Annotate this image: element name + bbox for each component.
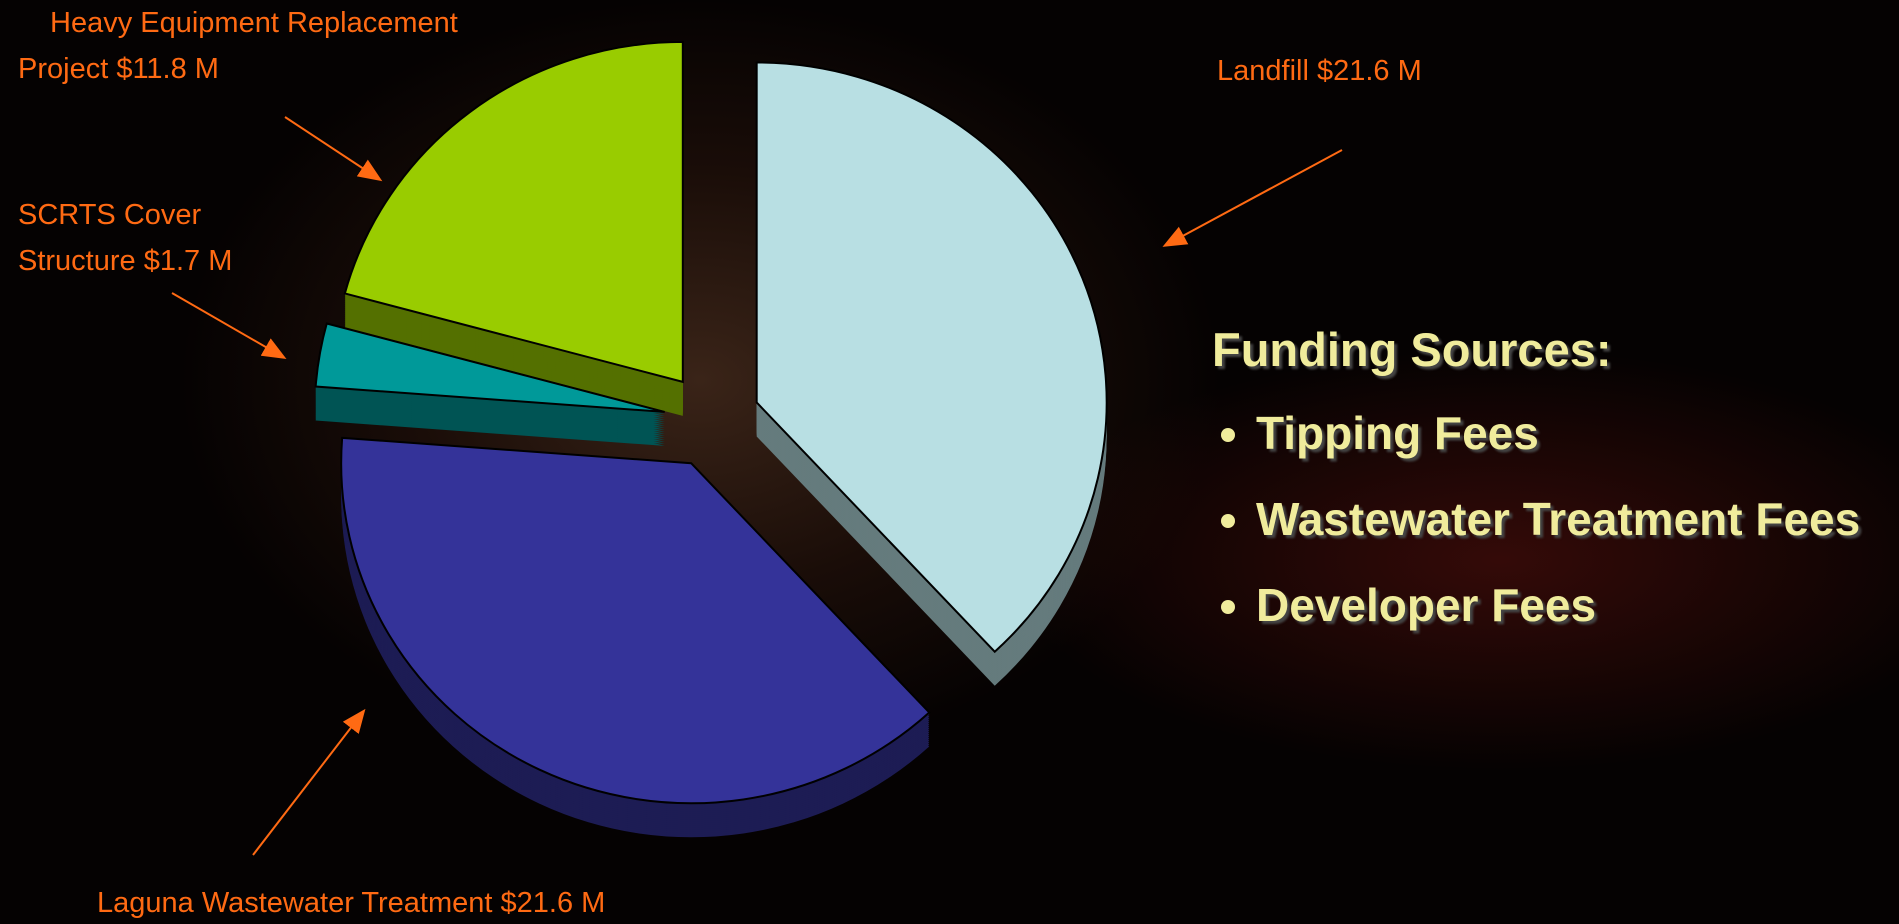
arrow — [172, 293, 283, 357]
value-label: $21.6 M — [501, 887, 606, 919]
bullet: Tipping Fees — [1256, 405, 1886, 461]
funding-panel: Funding Sources: Tipping Fees Wastewater … — [1212, 322, 1892, 663]
slice-label: Laguna Wastewater Treatment $21.6 M — [97, 880, 897, 924]
bullet: Wastewater Treatment Fees — [1256, 491, 1886, 547]
arrow — [1166, 150, 1342, 245]
category: Heavy Equipment Replacement Project — [18, 7, 458, 85]
heading: Funding Sources: — [1212, 322, 1892, 377]
value-label: $11.8 M — [116, 53, 219, 85]
arrow — [253, 712, 363, 855]
slide: Landfill $21.6 M Laguna Wastewater Treat… — [0, 0, 1899, 924]
bullet-list: Tipping Fees Wastewater Treatment Fees Dev… — [1212, 405, 1886, 633]
slice-label: Landfill $21.6 M — [1217, 48, 1617, 94]
pie — [316, 42, 1107, 837]
slice-label: Heavy Equipment Replacement Project $11.… — [18, 0, 518, 92]
slice — [757, 62, 1107, 651]
value-label: $21.6 M — [1317, 55, 1422, 87]
category: Landfill — [1217, 55, 1309, 87]
value-label: $1.7 M — [144, 245, 233, 277]
slice-label: SCRTS Cover Structure $1.7 M — [18, 192, 298, 284]
bullet: Developer Fees — [1256, 577, 1886, 633]
category: Laguna Wastewater Treatment — [97, 887, 492, 919]
arrow — [285, 117, 379, 179]
